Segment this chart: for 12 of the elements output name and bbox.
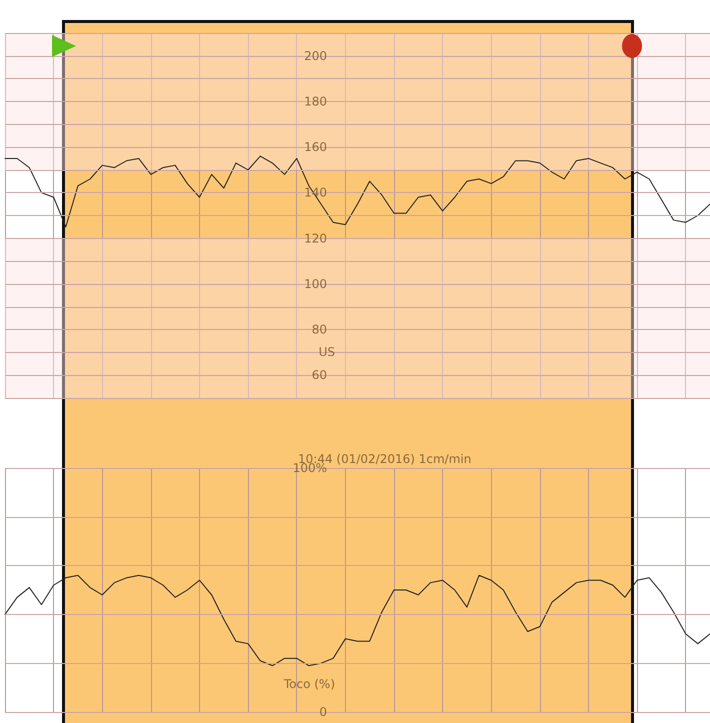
y-tick-label: 140 [304, 186, 327, 200]
y-axis-title: US [318, 345, 335, 359]
y-tick-label: 0 [319, 705, 327, 719]
y-tick-label: 160 [304, 140, 327, 154]
y-tick-label: 80 [312, 322, 327, 337]
y-tick-label: 120 [304, 231, 327, 246]
line-series [4, 156, 710, 228]
line-series [4, 574, 710, 666]
y-tick-label: 100 [304, 276, 327, 291]
y-tick-label: 60 [312, 368, 327, 382]
y-tick-label: 200 [304, 48, 327, 63]
y-tick-label: 180 [304, 94, 327, 108]
